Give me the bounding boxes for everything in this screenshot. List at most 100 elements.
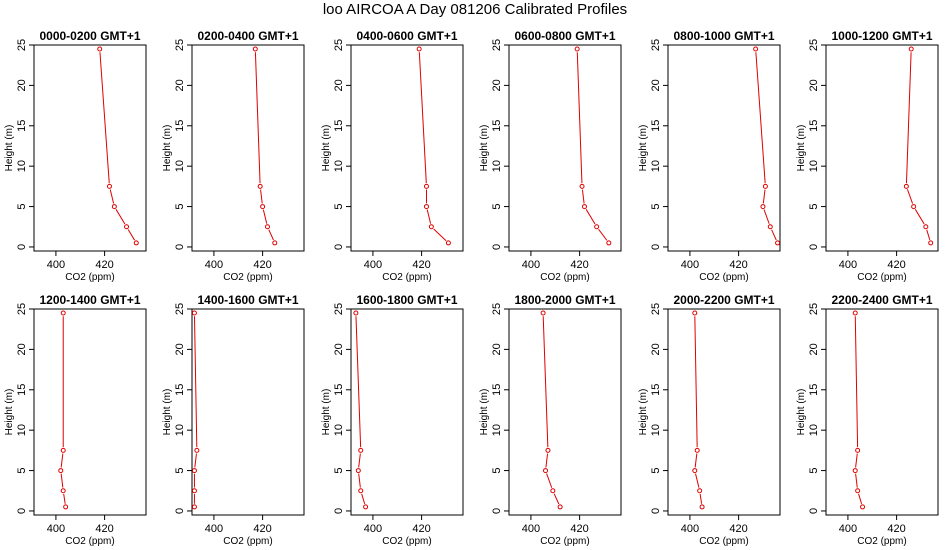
x-tick-label: 400 bbox=[205, 259, 223, 271]
profile-segment bbox=[361, 493, 366, 505]
y-tick-label: 10 bbox=[174, 424, 186, 436]
panel-title: 1400-1600 GMT+1 bbox=[197, 293, 298, 307]
profile-segment bbox=[355, 316, 362, 448]
profile-segment bbox=[433, 228, 447, 242]
profile-segment bbox=[553, 493, 560, 505]
x-tick-label: 420 bbox=[253, 259, 271, 271]
profile-segment bbox=[546, 473, 553, 488]
y-tick-label: 0 bbox=[491, 508, 503, 514]
y-tick-label: 20 bbox=[650, 343, 662, 355]
profile-segment bbox=[358, 453, 361, 468]
y-tick-label: 5 bbox=[808, 204, 820, 210]
profile-segment bbox=[418, 52, 427, 184]
x-tick-label: 400 bbox=[681, 259, 699, 271]
data-point bbox=[63, 504, 69, 510]
x-tick-label: 400 bbox=[205, 523, 223, 535]
data-point bbox=[358, 488, 364, 494]
y-tick-label: 25 bbox=[16, 303, 28, 315]
x-tick-label: 420 bbox=[253, 523, 271, 535]
y-tick-label: 15 bbox=[808, 384, 820, 396]
profile-segment bbox=[854, 316, 859, 448]
y-tick-label: 5 bbox=[650, 468, 662, 474]
data-point bbox=[191, 504, 197, 510]
profile-segment bbox=[906, 189, 914, 204]
y-tick-label: 0 bbox=[16, 508, 28, 514]
plot-frame bbox=[33, 44, 147, 252]
data-point bbox=[191, 310, 197, 316]
data-point bbox=[903, 183, 909, 189]
profile-segment bbox=[115, 209, 126, 225]
data-point bbox=[60, 310, 66, 316]
profile-segment bbox=[762, 189, 766, 204]
profile-segment bbox=[926, 229, 931, 241]
data-point bbox=[358, 447, 364, 453]
page-title: loo AIRCOA A Day 081206 Calibrated Profi… bbox=[322, 1, 628, 18]
y-tick-label: 25 bbox=[808, 303, 820, 315]
panel-title: 1800-2000 GMT+1 bbox=[514, 293, 615, 307]
data-point bbox=[252, 46, 258, 52]
data-point bbox=[694, 447, 700, 453]
data-point bbox=[911, 204, 917, 210]
y-tick-label: 0 bbox=[808, 508, 820, 514]
y-tick-label: 5 bbox=[333, 468, 345, 474]
data-point bbox=[97, 46, 103, 52]
profile-segment bbox=[60, 473, 64, 488]
profile-segment bbox=[695, 473, 700, 488]
data-point bbox=[579, 183, 585, 189]
y-tick-label: 25 bbox=[333, 39, 345, 51]
y-axis-label: Height (m) bbox=[638, 389, 649, 436]
panel-title: 1000-1200 GMT+1 bbox=[831, 29, 932, 43]
x-axis-label: CO2 (ppm) bbox=[382, 536, 431, 547]
data-point bbox=[855, 488, 861, 494]
x-tick-label: 420 bbox=[570, 523, 588, 535]
y-tick-label: 0 bbox=[174, 244, 186, 250]
x-axis-label: CO2 (ppm) bbox=[540, 272, 589, 283]
data-point bbox=[423, 204, 429, 210]
data-point bbox=[60, 447, 66, 453]
data-point bbox=[191, 488, 197, 494]
data-point bbox=[428, 224, 434, 230]
plot-frame bbox=[508, 44, 622, 252]
y-tick-label: 20 bbox=[808, 79, 820, 91]
profile-segment bbox=[914, 209, 925, 225]
y-tick-label: 0 bbox=[333, 244, 345, 250]
data-point bbox=[353, 310, 359, 316]
y-tick-label: 15 bbox=[333, 384, 345, 396]
data-point bbox=[191, 468, 197, 474]
y-tick-label: 10 bbox=[491, 160, 503, 172]
x-tick-label: 420 bbox=[887, 259, 905, 271]
y-tick-label: 0 bbox=[650, 244, 662, 250]
y-axis-label: Height (m) bbox=[479, 389, 490, 436]
y-tick-label: 0 bbox=[650, 508, 662, 514]
x-axis-label: CO2 (ppm) bbox=[540, 536, 589, 547]
data-point bbox=[260, 204, 266, 210]
data-point bbox=[133, 240, 139, 246]
y-axis-label: Height (m) bbox=[321, 125, 332, 172]
y-tick-label: 15 bbox=[16, 120, 28, 132]
y-tick-label: 20 bbox=[650, 79, 662, 91]
y-tick-label: 20 bbox=[174, 79, 186, 91]
x-axis-label: CO2 (ppm) bbox=[65, 272, 114, 283]
data-point bbox=[753, 46, 759, 52]
x-tick-label: 400 bbox=[364, 523, 382, 535]
x-axis-label: CO2 (ppm) bbox=[223, 272, 272, 283]
y-axis-label: Height (m) bbox=[796, 389, 807, 436]
profile-segment bbox=[193, 316, 198, 448]
data-point bbox=[111, 204, 117, 210]
data-point bbox=[445, 240, 451, 246]
x-axis-label: CO2 (ppm) bbox=[65, 536, 114, 547]
profile-segment bbox=[576, 52, 583, 184]
data-point bbox=[594, 224, 600, 230]
data-point bbox=[545, 447, 551, 453]
profile-segment bbox=[109, 189, 115, 204]
y-tick-label: 20 bbox=[16, 79, 28, 91]
profile-segment bbox=[905, 52, 912, 184]
y-tick-label: 25 bbox=[16, 39, 28, 51]
